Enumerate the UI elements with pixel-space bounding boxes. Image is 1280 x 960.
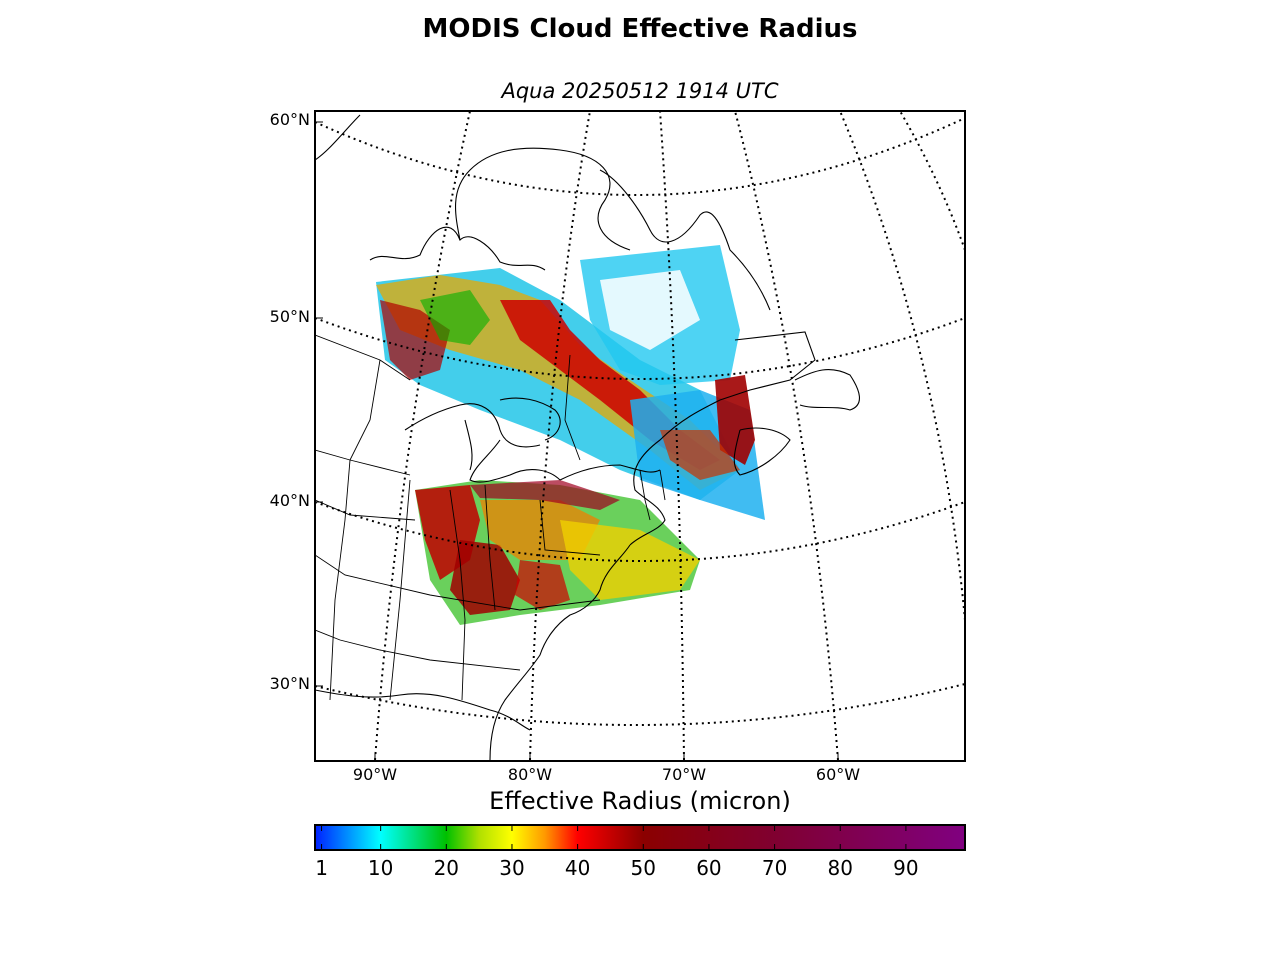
state-borders [315,334,666,701]
colorbar-frame [314,824,966,851]
lat-label-40n: 40°N [269,491,310,510]
figure-subtitle: Aqua 20250512 1914 UTC [501,79,779,103]
colorbar-tick-label: 1 [315,856,328,880]
colorbar [315,825,965,850]
lon-label-60w: 60°W [815,765,861,784]
cloud-swath-north [376,245,765,520]
colorbar-tick-label: 10 [367,856,394,880]
lon-label-70w: 70°W [661,765,707,784]
colorbar-tick-label: 80 [827,856,853,880]
figure-title: MODIS Cloud Effective Radius [422,14,858,44]
colorbar-tick-label: 90 [893,856,919,880]
lat-label-30n: 30°N [269,674,310,693]
map-area [315,111,965,761]
lat-label-60n: 60°N [269,110,310,129]
lon-label-90w: 90°W [352,765,398,784]
cloud-swath-south [415,480,700,625]
colorbar-tick-label: 50 [630,856,656,880]
lat-label-50n: 50°N [269,307,310,326]
colorbar-title: Effective Radius (micron) [489,787,791,815]
colorbar-tick-label: 70 [761,856,788,880]
map-frame [314,110,966,762]
axis-ticks [315,121,839,761]
colorbar-tick-label: 20 [433,856,460,880]
colorbar-tick-label: 30 [499,856,525,880]
lon-label-80w: 80°W [507,765,553,784]
colorbar-tick-label: 60 [696,856,722,880]
graticule [315,111,965,761]
colorbar-tick-label: 40 [564,856,591,880]
